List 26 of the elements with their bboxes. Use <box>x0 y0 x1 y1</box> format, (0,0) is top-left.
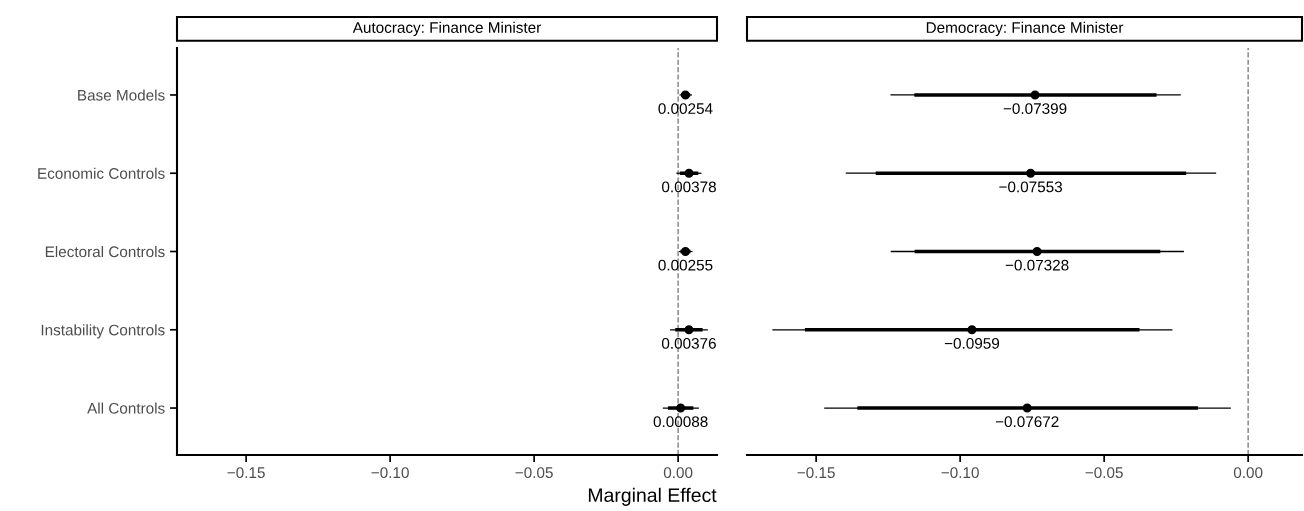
chart-title: Autocracy: Finance Minister <box>352 21 541 36</box>
data-label: −0.0959 <box>944 338 1000 349</box>
x-tick-label: −0.15 <box>227 467 265 479</box>
y-tick-label: Base Models <box>78 89 165 101</box>
data-label: −0.07399 <box>1003 103 1067 115</box>
x-tick-label: −0.15 <box>797 467 835 479</box>
y-tick-label: All Controls <box>87 402 165 414</box>
x-axis-title: Marginal Effect <box>588 487 717 506</box>
x-tick-label: 0.00 <box>663 467 693 479</box>
data-label: 0.00376 <box>661 338 716 349</box>
data-label: −0.07328 <box>1005 259 1069 271</box>
y-tick-label: Electoral Controls <box>45 245 165 258</box>
data-label: −0.07553 <box>999 181 1063 193</box>
x-tick-label: −0.05 <box>1085 467 1123 479</box>
data-label: 0.00255 <box>658 259 713 271</box>
chart-title: Democracy: Finance Minister <box>926 21 1124 36</box>
y-tick-label: Economic Controls <box>38 167 165 179</box>
x-tick-label: −0.05 <box>515 467 553 479</box>
y-tick-label: Instability Controls <box>41 324 165 339</box>
data-label: 0.00254 <box>658 103 713 115</box>
x-tick-label: −0.10 <box>371 467 409 479</box>
x-tick-label: −0.10 <box>941 467 979 479</box>
data-label: −0.07672 <box>995 416 1059 428</box>
x-tick-label: 0.00 <box>1233 467 1263 479</box>
data-label: 0.00088 <box>653 416 708 428</box>
data-label: 0.00378 <box>661 181 716 193</box>
